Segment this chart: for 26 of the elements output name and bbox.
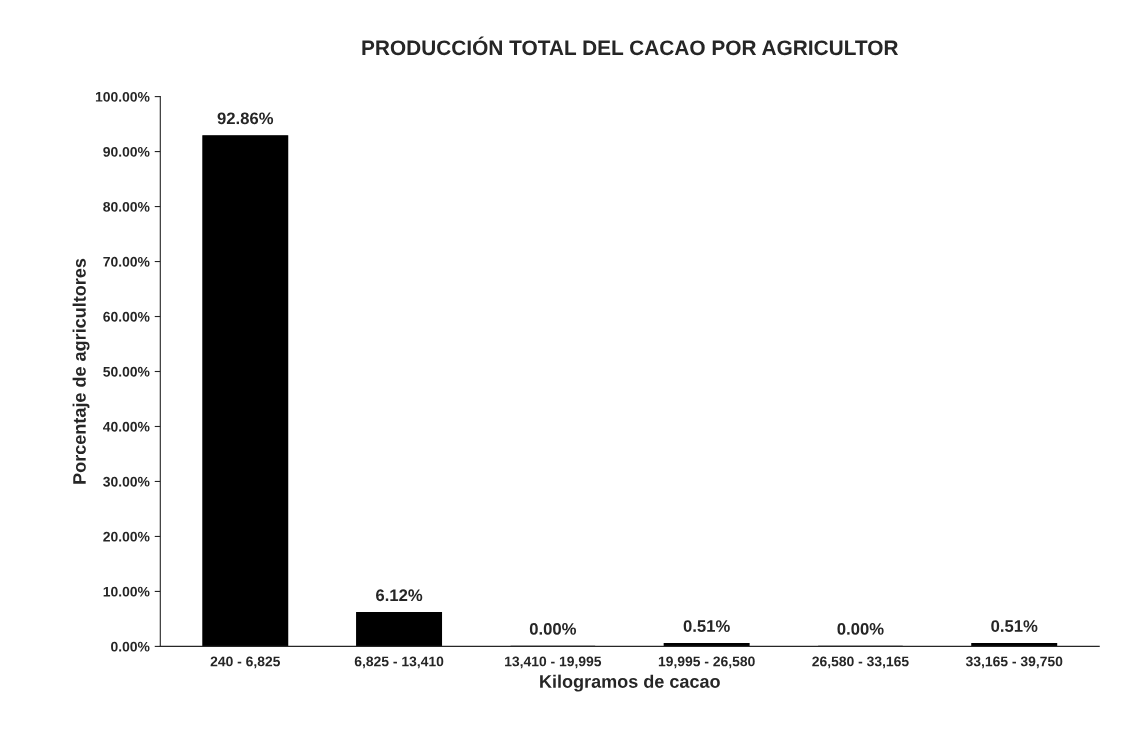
data-label: 92.86% bbox=[217, 112, 274, 125]
x-tick-label: 26,580 - 33,165 bbox=[812, 656, 909, 669]
data-label: 6.12% bbox=[376, 589, 423, 602]
y-tick-label: 30.00% bbox=[103, 476, 150, 487]
chart-title: PRODUCCIÓN TOTAL DEL CACAO POR AGRICULTOR bbox=[362, 36, 899, 56]
y-tick-label: 100.00% bbox=[95, 91, 150, 102]
x-tick-label: 33,165 - 39,750 bbox=[965, 656, 1063, 669]
y-tick-label: 90.00% bbox=[103, 146, 150, 157]
x-tick-label: 240 - 6,825 bbox=[210, 656, 281, 669]
y-axis-title: Porcentaje de agricultores bbox=[72, 258, 90, 484]
data-label: 0.51% bbox=[991, 620, 1038, 632]
x-axis-title: Kilogramos de cacao bbox=[540, 674, 720, 692]
y-tick-label: 50.00% bbox=[103, 366, 150, 377]
data-label: 0.51% bbox=[683, 620, 730, 632]
data-label: 0.00% bbox=[837, 622, 884, 635]
x-tick-label: 19,995 - 26,580 bbox=[658, 656, 755, 669]
y-tick-label: 80.00% bbox=[103, 201, 150, 212]
y-tick-label: 10.00% bbox=[103, 586, 150, 597]
y-tick-label: 40.00% bbox=[102, 421, 150, 432]
y-tick-label: 20.00% bbox=[103, 531, 150, 542]
x-tick-label: 6,825 - 13,410 bbox=[354, 656, 444, 669]
y-tick-label: 60.00% bbox=[103, 311, 150, 322]
y-tick-label: 0.00% bbox=[111, 641, 150, 652]
y-tick-label: 70.00% bbox=[103, 256, 150, 267]
data-label: 0.00% bbox=[529, 622, 577, 635]
x-tick-label: 13,410 - 19,995 bbox=[505, 656, 602, 669]
